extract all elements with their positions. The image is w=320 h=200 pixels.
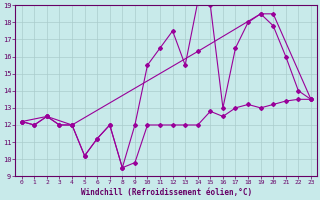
X-axis label: Windchill (Refroidissement éolien,°C): Windchill (Refroidissement éolien,°C) (81, 188, 252, 197)
